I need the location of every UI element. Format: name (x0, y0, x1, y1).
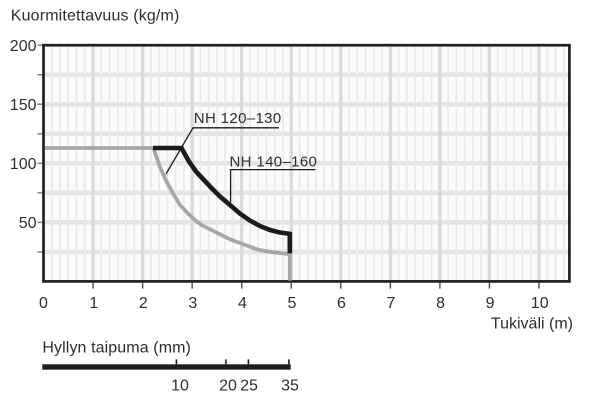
svg-text:5: 5 (287, 295, 296, 312)
svg-text:200: 200 (10, 38, 37, 55)
svg-text:50: 50 (19, 215, 37, 232)
svg-text:1: 1 (89, 295, 98, 312)
svg-text:35: 35 (281, 377, 299, 394)
svg-text:10: 10 (531, 295, 549, 312)
svg-text:NH 120–130: NH 120–130 (194, 110, 282, 127)
svg-text:Tukiväli (m): Tukiväli (m) (491, 316, 573, 333)
svg-text:2: 2 (139, 295, 148, 312)
svg-text:3: 3 (188, 295, 197, 312)
svg-text:100: 100 (10, 156, 37, 173)
svg-text:0: 0 (39, 295, 48, 312)
svg-text:7: 7 (387, 295, 396, 312)
svg-text:150: 150 (10, 97, 37, 114)
svg-text:25: 25 (240, 377, 258, 394)
svg-text:Kuormitettavuus (kg/m): Kuormitettavuus (kg/m) (11, 7, 180, 24)
svg-text:9: 9 (486, 295, 495, 312)
svg-text:10: 10 (171, 377, 189, 394)
svg-text:6: 6 (337, 295, 346, 312)
svg-text:8: 8 (436, 295, 445, 312)
svg-text:Hyllyn taipuma (mm): Hyllyn taipuma (mm) (42, 339, 191, 356)
svg-text:NH 140–160: NH 140–160 (230, 153, 318, 170)
svg-text:4: 4 (238, 295, 247, 312)
svg-text:20: 20 (219, 377, 237, 394)
